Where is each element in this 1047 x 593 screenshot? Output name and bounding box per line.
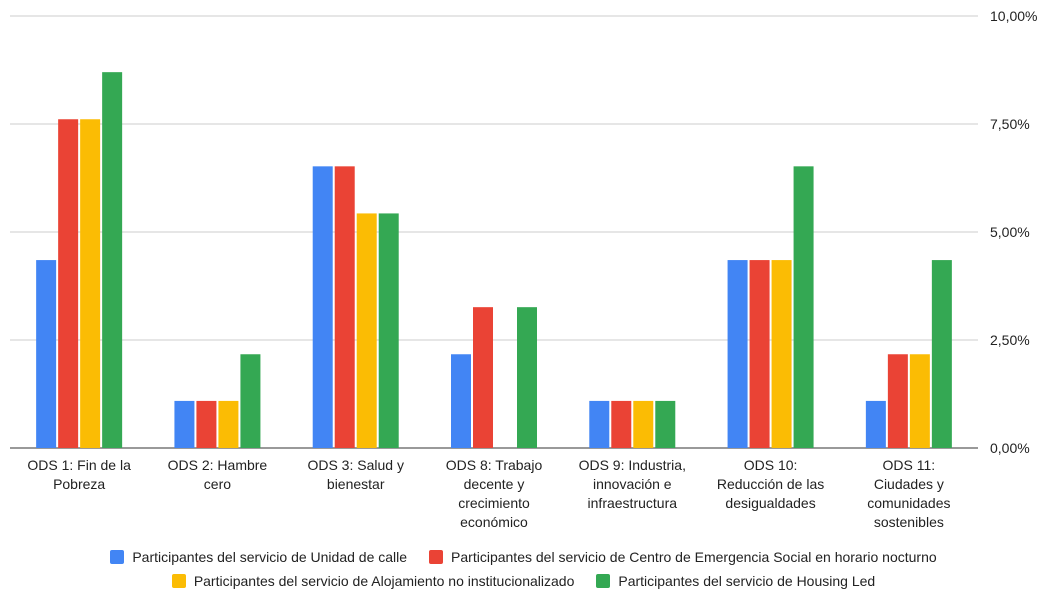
y-tick-label: 10,00% <box>990 8 1037 24</box>
y-tick-label: 0,00% <box>990 440 1030 456</box>
legend-label: Participantes del servicio de Alojamient… <box>193 573 575 589</box>
bar <box>473 307 493 448</box>
bar <box>727 260 748 448</box>
y-tick-label: 5,00% <box>990 224 1030 240</box>
x-category-label: ODS 2: Hambre cero <box>168 457 268 492</box>
x-category-label: ODS 1: Fin de la Pobreza <box>27 457 131 492</box>
bar <box>218 400 239 448</box>
legend-label: Participantes del servicio de Unidad de … <box>132 549 408 565</box>
legend-item-unidad-calle: Participantes del servicio de Unidad de … <box>110 549 407 565</box>
legend-swatch <box>171 574 186 588</box>
x-category-label: ODS 9: Industria, innovación e infraestruc… <box>579 457 686 511</box>
gridlines <box>10 15 978 449</box>
bar <box>931 260 952 448</box>
legend-row-2: Participantes del servicio de Alojamient… <box>0 569 1047 593</box>
bar <box>611 400 632 448</box>
bar <box>655 400 676 448</box>
y-tick-label: 2,50% <box>990 332 1030 348</box>
bar <box>312 166 333 448</box>
bar-chart: 0,00% 2,50% 5,00% 7,50% 10,00% ODS 1: Fin de… <box>10 8 1037 530</box>
bar <box>887 354 908 448</box>
legend-label: Participantes del servicio de Housing Le… <box>618 573 876 589</box>
legend-swatch <box>596 574 611 588</box>
bar <box>749 260 770 448</box>
bar <box>80 119 101 449</box>
bar <box>793 166 814 448</box>
bar <box>909 354 930 448</box>
x-category-label: ODS 8: Trabajo decente y crecimiento económ… <box>446 457 543 530</box>
legend-item-alojamiento: Participantes del servicio de Alojamient… <box>171 573 575 589</box>
legend-item-centro-emergencia: Participantes del servicio de Centro de … <box>429 549 937 565</box>
bars <box>36 72 952 449</box>
bar <box>334 166 355 448</box>
legend-label: Participantes del servicio de Centro de … <box>451 549 937 565</box>
bar <box>589 400 610 448</box>
bar <box>356 213 377 448</box>
y-axis-ticks: 0,00% 2,50% 5,00% 7,50% 10,00% <box>990 8 1037 456</box>
legend-item-housing-led: Participantes del servicio de Housing Le… <box>596 573 875 589</box>
x-category-label: ODS 10: Reducción de las desigualdades <box>717 457 824 511</box>
bar <box>240 354 261 448</box>
bar <box>633 400 654 448</box>
x-category-label: ODS 11: Ciudades y comunidades sostenibles <box>867 457 950 530</box>
y-tick-label: 7,50% <box>990 116 1030 132</box>
x-category-label: ODS 3: Salud y bienestar <box>307 457 404 492</box>
legend-row-1: Participantes del servicio de Unidad de … <box>0 545 1047 569</box>
bar <box>451 354 471 448</box>
bar <box>865 400 886 448</box>
bar <box>58 119 79 449</box>
bar <box>174 400 195 448</box>
legend-swatch <box>429 550 444 564</box>
bar <box>36 260 57 448</box>
x-axis-categories: ODS 1: Fin de la Pobreza ODS 2: Hambre cero… <box>27 457 950 530</box>
bar <box>378 213 399 448</box>
legend-swatch <box>110 550 125 564</box>
bar <box>196 400 217 448</box>
bar <box>517 307 537 448</box>
bar <box>771 260 792 448</box>
legend: Participantes del servicio de Unidad de … <box>0 545 1047 593</box>
bar <box>102 72 123 448</box>
